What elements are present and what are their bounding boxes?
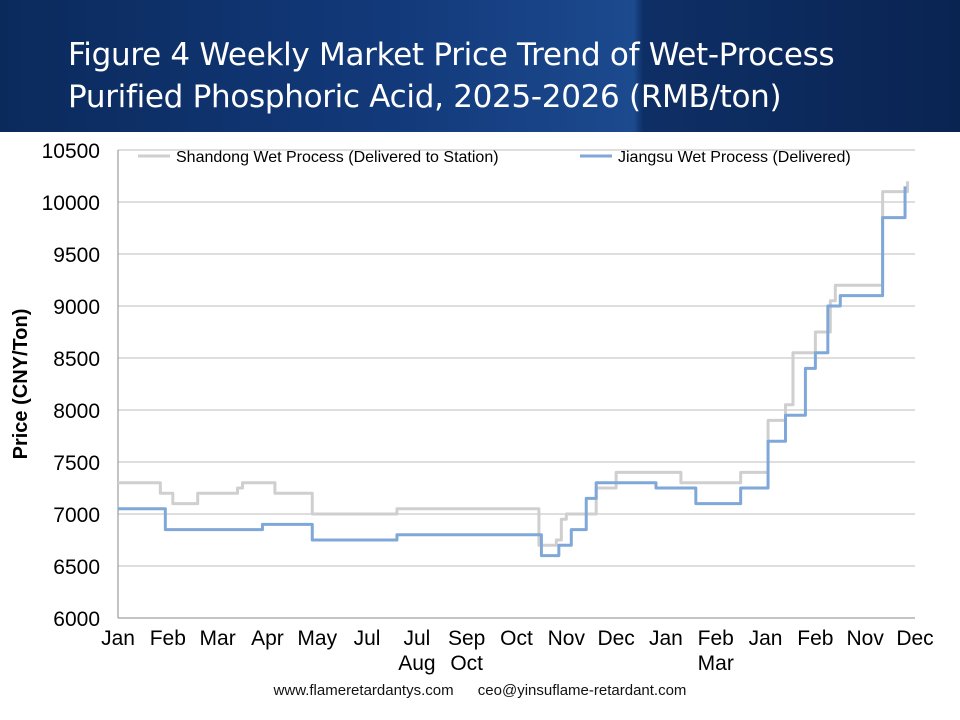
y-tick-label: 10500 xyxy=(42,140,100,163)
chart-area: 6000 6500 7000 7500 8000 8500 9000 9500 10000 105… xyxy=(0,132,960,692)
x-tick-label: Feb xyxy=(150,627,186,650)
x-tick-label: Sep xyxy=(448,627,485,650)
y-tick-label: 7000 xyxy=(53,504,100,527)
y-tick-label: 7500 xyxy=(53,452,100,475)
legend-label-shandong: Shandong Wet Process (Delivered to Stati… xyxy=(176,149,499,166)
x-tick-label: Apr xyxy=(251,627,284,650)
x-tick-label: Dec xyxy=(597,627,634,650)
x-tick-label: Mar xyxy=(200,627,236,650)
footer: www.flameretardantys.com ceo@yinsuflame-… xyxy=(0,682,960,699)
page-title: Figure 4 Weekly Market Price Trend of We… xyxy=(68,37,835,115)
y-tick-label: 8000 xyxy=(53,400,100,423)
x-tick-label-secondary: Aug xyxy=(398,652,435,675)
y-tick-label: 6500 xyxy=(53,556,100,579)
footer-website[interactable]: www.flameretardantys.com xyxy=(273,682,454,699)
x-tick-label: Jan xyxy=(101,627,135,650)
x-tick-label: Jan xyxy=(649,627,683,650)
x-tick-label: Oct xyxy=(500,627,533,650)
x-tick-label: Nov xyxy=(548,627,586,650)
x-tick-label: Feb xyxy=(698,627,734,650)
footer-email[interactable]: ceo@yinsuflame-retardant.com xyxy=(477,682,687,699)
x-tick-label: Jan xyxy=(749,627,783,650)
x-tick-label: Jul xyxy=(354,627,381,650)
y-tick-label: 9000 xyxy=(53,296,100,319)
x-tick-label-secondary: Mar xyxy=(698,652,734,675)
legend-label-jiangsu: Jiangsu Wet Process (Delivered) xyxy=(618,149,851,166)
x-tick-label: Dec xyxy=(896,627,933,650)
title-banner xyxy=(0,0,960,132)
x-tick-label: Nov xyxy=(847,627,885,650)
x-tick-label: Jul xyxy=(403,627,430,650)
series-line-jiangsu xyxy=(118,186,907,558)
x-tick-label: May xyxy=(297,627,337,650)
line-chart: 6000 6500 7000 7500 8000 8500 9000 9500 10000 105… xyxy=(10,140,934,675)
y-tick-label: 8500 xyxy=(53,348,100,371)
series-line-shandong xyxy=(118,181,910,547)
y-tick-label: 6000 xyxy=(53,608,100,631)
x-tick-label-secondary: Oct xyxy=(450,652,483,675)
x-tick-label: Feb xyxy=(797,627,833,650)
y-tick-label: 9500 xyxy=(53,244,100,267)
y-tick-label: 10000 xyxy=(42,192,100,215)
y-axis-label: Price (CNY/Ton) xyxy=(10,309,32,460)
